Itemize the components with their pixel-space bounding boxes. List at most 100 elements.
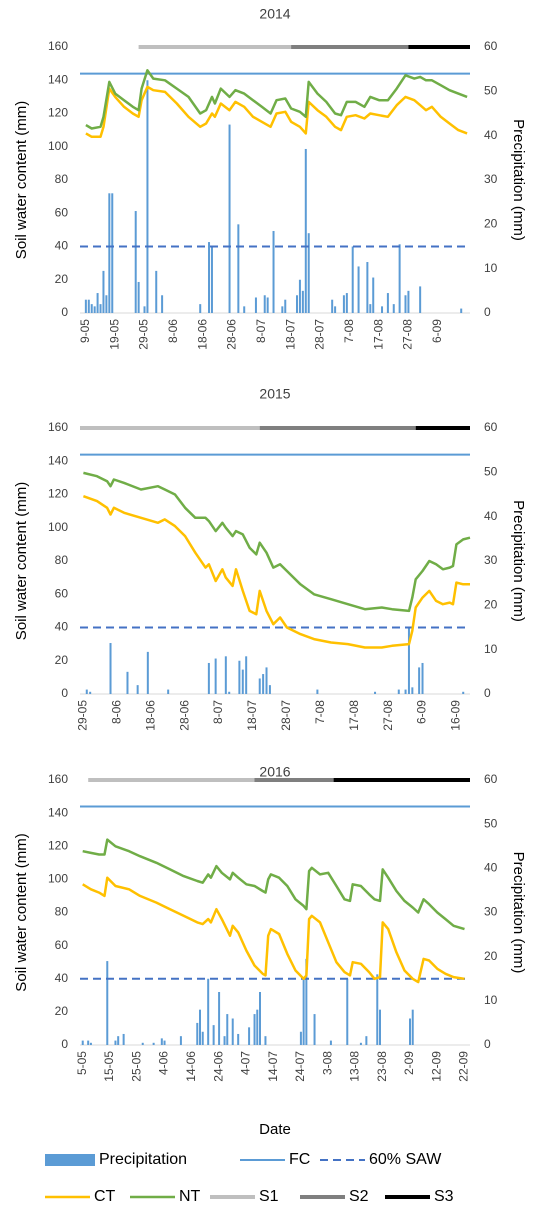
x-tick-label: 15-05: [102, 1051, 116, 1082]
precipitation-bar: [366, 262, 369, 313]
x-tick-label: 7-08: [313, 700, 327, 724]
precipitation-bar: [231, 1018, 234, 1045]
x-tick-label: 27-08: [381, 700, 395, 731]
precipitation-bar: [404, 689, 407, 694]
precipitation-bar: [351, 246, 354, 313]
precipitation-bar: [295, 295, 298, 313]
y-tick-label: 40: [55, 239, 69, 253]
x-tick-label: 13-08: [348, 1051, 362, 1082]
y2-tick-label: 40: [484, 128, 498, 142]
precipitation-bar: [89, 691, 92, 694]
x-tick-label: 19-05: [107, 319, 121, 350]
precipitation-bar: [99, 304, 102, 313]
legend-label: CT: [94, 1188, 116, 1205]
x-tick-label: 12-09: [429, 1051, 443, 1082]
precipitation-bar: [228, 691, 231, 694]
precipitation-bar: [161, 295, 164, 313]
x-tick-label: 2-09: [402, 1051, 416, 1075]
x-tick-label: 18-07: [245, 700, 259, 731]
x-tick-label: 28-07: [279, 700, 293, 731]
y2-tick-label: 50: [484, 816, 498, 830]
x-tick-label: 27-08: [401, 319, 415, 350]
precipitation-bar: [89, 1042, 92, 1045]
precipitation-bar: [212, 1025, 215, 1045]
y2-tick-label: 10: [484, 261, 498, 275]
precipitation-bar: [155, 270, 158, 313]
precipitation-bar: [404, 295, 407, 313]
y-tick-label: 100: [48, 520, 68, 534]
x-tick-label: 28-06: [225, 319, 239, 350]
precipitation-bar: [299, 1031, 302, 1045]
precipitation-bar: [228, 124, 231, 313]
precipitation-bar: [237, 1033, 240, 1045]
precipitation-bar: [90, 304, 93, 313]
precipitation-bar: [381, 306, 384, 313]
series-line: [82, 876, 465, 984]
series-line: [82, 495, 470, 649]
x-tick-label: 8-07: [211, 700, 225, 724]
precipitation-bar: [374, 691, 377, 694]
x-tick-label: 18-06: [195, 319, 209, 350]
y-tick-label: 40: [55, 971, 69, 985]
precipitation-bar: [96, 293, 99, 313]
y-tick-label: 80: [55, 172, 69, 186]
series-line: [85, 85, 468, 139]
x-tick-label: 6-09: [415, 700, 429, 724]
x-tick-label: 25-05: [129, 1051, 143, 1082]
legend-label: 60% SAW: [369, 1151, 442, 1168]
y-tick-label: 60: [55, 938, 69, 952]
x-tick-label: 4-07: [239, 1051, 253, 1075]
y-tick-label: 140: [48, 453, 68, 467]
series-line: [85, 69, 468, 130]
legend-label: S3: [434, 1188, 454, 1205]
precipitation-bar: [87, 1040, 90, 1045]
legend-label: Precipitation: [99, 1151, 187, 1168]
x-tick-label: 8-06: [166, 319, 180, 343]
precipitation-bar: [409, 1018, 411, 1045]
precipitation-bar: [331, 299, 334, 313]
precipitation-bar: [421, 662, 424, 694]
precipitation-bar: [365, 1036, 368, 1045]
precipitation-bar: [419, 286, 422, 313]
precipitation-bar: [313, 1014, 316, 1045]
y-tick-label: 140: [48, 72, 68, 86]
precipitation-bar: [398, 244, 401, 313]
x-tick-label: 18-07: [283, 319, 297, 350]
precipitation-bar: [199, 304, 202, 313]
precipitation-bar: [93, 306, 96, 313]
x-tick-label: 29-05: [137, 319, 151, 350]
precipitation-bar: [262, 674, 265, 694]
y-tick-label: 120: [48, 487, 68, 501]
precipitation-bar: [141, 1042, 144, 1045]
precipitation-bar: [126, 671, 129, 694]
y2-tick-label: 10: [484, 642, 498, 656]
y-tick-label: 0: [61, 1037, 68, 1051]
precipitation-bar: [134, 211, 137, 313]
x-tick-label: 14-06: [184, 1051, 198, 1082]
y-tick-label: 0: [61, 305, 68, 319]
y2-tick-label: 20: [484, 217, 498, 231]
precipitation-bar: [248, 1027, 251, 1045]
precipitation-bar: [160, 1038, 163, 1045]
y2-tick-label: 40: [484, 861, 498, 875]
chart-title: 2015: [259, 386, 290, 402]
y-tick-label: 140: [48, 805, 68, 819]
precipitation-bar: [143, 306, 146, 313]
y2-tick-label: 60: [484, 39, 498, 53]
y-tick-label: 60: [55, 205, 69, 219]
legend-label: FC: [289, 1151, 310, 1168]
y2-tick-label: 0: [484, 1037, 491, 1051]
y2-tick-label: 60: [484, 772, 498, 786]
precipitation-bar: [329, 1040, 332, 1045]
precipitation-bar: [265, 667, 268, 694]
y2-tick-label: 30: [484, 905, 498, 919]
precipitation-bar: [342, 295, 345, 313]
precipitation-bar: [179, 1036, 182, 1045]
precipitation-bar: [210, 246, 213, 313]
precipitation-bar: [407, 290, 410, 313]
y-tick-label: 0: [61, 686, 68, 700]
precipitation-bar: [460, 308, 463, 313]
x-tick-label: 23-08: [375, 1051, 389, 1082]
precipitation-bar: [243, 306, 246, 313]
